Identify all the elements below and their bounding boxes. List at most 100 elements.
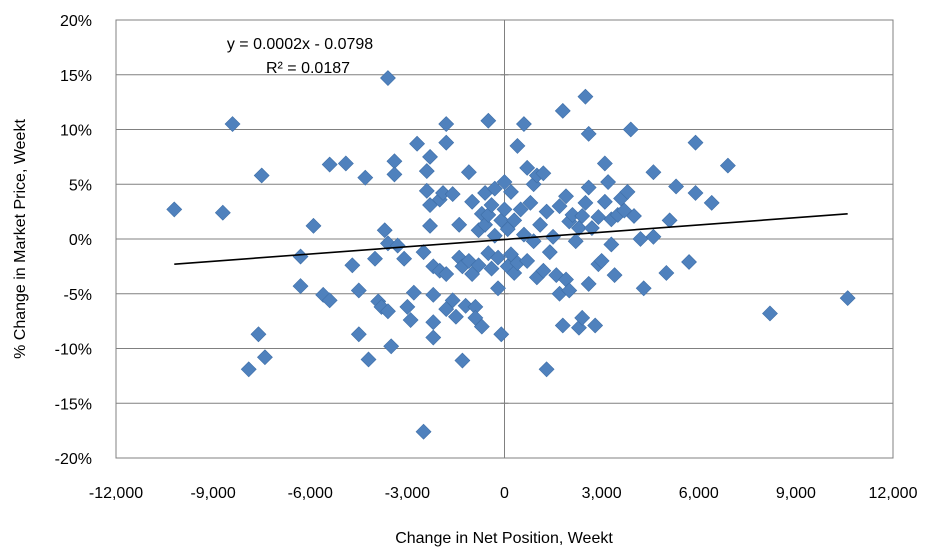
data-point [337,155,354,172]
y-tick-label: 10% [60,123,92,140]
data-point [253,167,270,184]
data-point [545,228,561,245]
data-point [535,165,552,182]
data-point [451,216,468,233]
y-axis-ticks: -20% -15% -10% -5% 0% 5% 10% 15% 20% [55,13,509,468]
x-tick-label: -12,000 [89,485,143,502]
data-point [762,305,778,322]
data-point [506,212,523,229]
data-point [418,182,435,199]
y-tick-label: 15% [60,68,92,85]
y-tick-label: -15% [55,396,92,413]
x-tick-label: 6,000 [679,485,719,502]
data-point [687,134,704,151]
data-point [224,116,241,132]
data-point [574,309,591,326]
data-point [509,138,526,154]
data-point [321,156,338,173]
data-point [687,185,704,201]
data-point [658,265,675,281]
x-tick-label: -6,000 [288,485,333,502]
data-point [564,206,581,223]
data-point [460,164,477,181]
data-point [839,290,856,307]
data-point [305,217,322,234]
data-point [558,188,574,205]
trendline-r-squared: R² = 0.0187 [266,60,350,77]
x-tick-label: -3,000 [385,485,430,502]
data-point [596,155,613,172]
data-point [535,262,552,279]
x-tick-label: 0 [500,485,509,502]
data-point [292,278,309,295]
trendline-equation: y = 0.0002x - 0.0798 [227,36,373,53]
data-point [486,180,503,197]
trendline [174,213,848,265]
data-point [166,201,183,218]
data-point [214,204,231,221]
y-axis-title: % Change in Market Price, Weekt [12,119,29,359]
data-point [438,116,455,132]
data-point [383,338,400,355]
data-point [635,280,652,297]
data-point [606,267,623,284]
data-point [490,280,506,297]
data-point [425,286,442,303]
x-tick-label: 3,000 [582,485,622,502]
data-point [577,88,594,105]
data-point [516,116,532,132]
data-point [561,282,578,299]
data-point [645,164,662,181]
data-point [402,312,419,328]
data-point [554,102,571,119]
data-point [590,209,607,226]
data-point [622,121,639,138]
data-point [580,179,597,196]
data-point [719,157,736,174]
data-point [580,275,597,292]
y-tick-label: 5% [69,177,92,194]
data-point [532,216,549,233]
data-point [681,254,697,270]
data-point [415,423,432,440]
data-point [357,169,374,186]
data-point [399,298,416,315]
x-axis-ticks: -12,000 -9,000 -6,000 -3,000 0 3,000 6,000 9,00… [89,485,918,502]
data-point [483,260,500,277]
data-point [632,231,649,247]
data-point [551,198,568,215]
data-point [380,70,396,86]
data-point [425,329,442,346]
data-point [668,178,685,195]
data-point [538,203,555,220]
data-point [593,252,610,269]
data-point [619,183,636,200]
data-point [541,244,558,261]
data-point [376,222,393,239]
data-point [600,174,617,190]
data-point [503,183,519,200]
data-point [344,257,361,274]
data-point [240,361,257,378]
data-point [418,163,435,180]
data-point [512,201,529,218]
data-point [473,318,490,335]
data-point [380,303,396,320]
data-point [350,282,367,299]
data-point [396,250,413,267]
data-point [367,250,383,267]
data-point [448,308,464,325]
data-point [457,297,474,314]
data-point [571,220,587,236]
data-point [422,148,438,165]
data-point [580,125,597,142]
data-point [626,208,642,224]
data-point [321,292,338,309]
data-point [250,326,267,343]
data-point [577,194,594,211]
data-point [483,197,500,213]
data-point [386,166,403,183]
data-point [438,266,455,282]
data-point [409,135,426,152]
